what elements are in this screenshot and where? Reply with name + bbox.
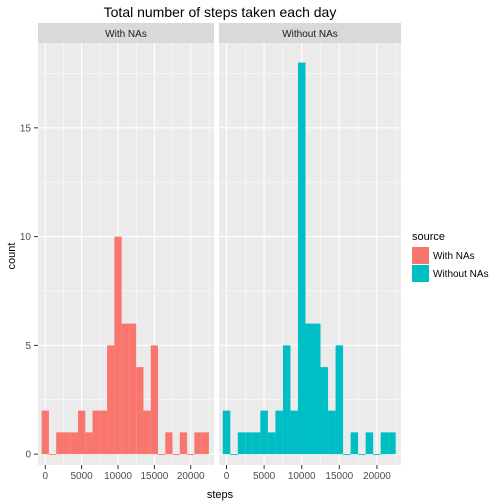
x-tick-label: 5000	[71, 471, 94, 482]
histogram-bar	[297, 62, 306, 455]
histogram-bar	[128, 323, 137, 455]
histogram-bar	[114, 236, 122, 455]
histogram-bar	[222, 410, 231, 455]
facet-strip	[219, 23, 401, 43]
x-tick-label: 15000	[140, 471, 168, 482]
histogram-bar	[78, 410, 86, 455]
histogram-bar	[335, 345, 344, 455]
y-axis-title: count	[6, 243, 18, 270]
histogram-bar	[305, 323, 314, 455]
facet-strip-label: With NAs	[105, 29, 147, 40]
facet-panel-with-nas: With NAs 0 5000 10000 15000 20000	[38, 23, 214, 482]
legend: source With NAs Without NAs	[412, 231, 489, 282]
facet-strip	[38, 23, 214, 43]
chart-title: Total number of steps taken each day	[104, 4, 337, 20]
histogram-bar	[150, 345, 158, 455]
histogram-bar	[275, 410, 283, 455]
histogram-bar	[85, 432, 93, 455]
legend-key-without-nas	[412, 265, 429, 282]
histogram-bar	[172, 454, 180, 456]
y-tick-label: 15	[20, 123, 32, 134]
x-tick-label: 10000	[104, 471, 132, 482]
facet-strip-label: Without NAs	[282, 29, 338, 40]
histogram-bar	[143, 410, 151, 455]
histogram-bar	[320, 367, 329, 455]
histogram-bar	[107, 345, 115, 455]
histogram-bar	[343, 454, 351, 456]
x-tick-label: 0	[42, 471, 48, 482]
histogram-bar	[313, 323, 321, 455]
histogram-bar	[267, 432, 276, 455]
legend-label: With NAs	[433, 251, 475, 262]
histogram-bar	[41, 410, 49, 455]
histogram-bar	[380, 432, 389, 455]
histogram-bar	[230, 454, 238, 456]
histogram-bar	[290, 410, 298, 455]
histogram-bar	[201, 432, 209, 455]
x-axis-title: steps	[207, 489, 234, 501]
x-tick-label: 0	[224, 471, 230, 482]
x-tick-label: 20000	[177, 471, 205, 482]
histogram-bar	[365, 432, 374, 455]
y-tick-label: 10	[20, 232, 32, 243]
histogram-bar	[245, 432, 253, 455]
histogram-bar	[282, 345, 291, 455]
y-tick-label: 0	[25, 450, 31, 461]
histogram-bar	[56, 432, 64, 455]
histogram-bar	[358, 454, 366, 456]
histogram-bar	[121, 323, 129, 455]
histogram-bar	[260, 410, 268, 455]
x-tick-label: 15000	[325, 471, 353, 482]
histogram-bar	[63, 432, 71, 455]
x-tick-label: 20000	[363, 471, 391, 482]
histogram-bar	[388, 432, 396, 455]
histogram-bar	[373, 454, 381, 456]
x-tick-label: 5000	[253, 471, 276, 482]
histogram-bar	[252, 432, 261, 455]
x-tick-label: 10000	[288, 471, 316, 482]
histogram-bar	[70, 432, 78, 455]
histogram-bar	[92, 410, 100, 455]
histogram-bar	[194, 432, 202, 455]
histogram-bar	[48, 454, 57, 456]
histogram-bar	[350, 432, 359, 455]
histogram-bar	[99, 410, 108, 455]
histogram-bar	[136, 367, 144, 455]
legend-key-with-nas	[412, 247, 429, 264]
histogram-bar	[328, 410, 336, 455]
legend-title: source	[412, 231, 445, 243]
histogram-bar	[237, 432, 246, 455]
y-tick-label: 5	[25, 341, 31, 352]
facet-panel-without-nas: Without NAs 0 5000 10000 15000 20000	[219, 23, 401, 482]
histogram-bar	[187, 454, 195, 456]
histogram-bar	[165, 432, 173, 455]
histogram-bar	[158, 454, 166, 456]
histogram-bar	[179, 432, 188, 455]
legend-label: Without NAs	[433, 269, 489, 280]
